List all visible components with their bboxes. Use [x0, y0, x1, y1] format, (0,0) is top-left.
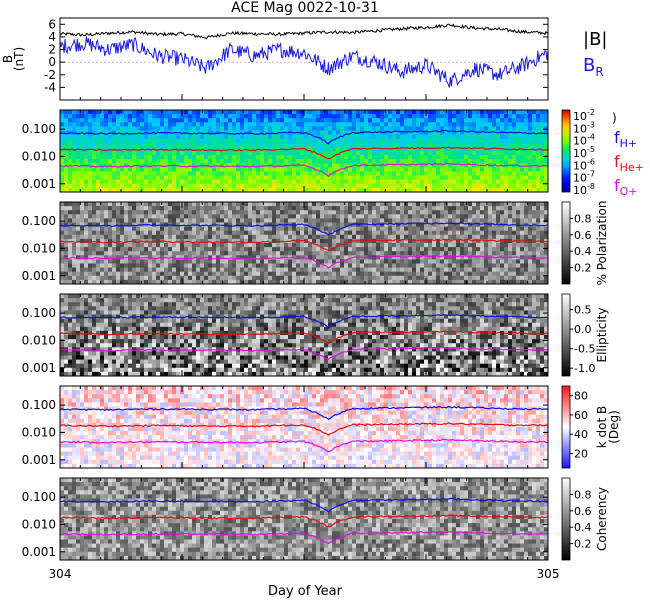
- y-tick-label: 0.100: [22, 306, 56, 320]
- gyro-line-Hplus: [59, 314, 549, 329]
- y-tick-label: -2: [44, 68, 56, 82]
- panel-frame-0: [59, 17, 549, 101]
- y-axis-label: B: [1, 55, 15, 63]
- series-line-br: [59, 36, 549, 88]
- colorbar-2: [561, 201, 571, 285]
- y-tick-label: 0.100: [22, 398, 56, 412]
- legend-bmag: |B|: [583, 29, 607, 50]
- colorbar-tick-label: 80: [574, 390, 588, 403]
- heatmap-panel-5: [59, 478, 549, 561]
- colorbar-tick-label: 0.8: [574, 488, 592, 501]
- colorbar-label: (Deg): [607, 410, 621, 444]
- gyro-line-Heplus: [59, 146, 549, 160]
- gyro-line-Oplus: [59, 254, 549, 269]
- colorbar-tick-label: 10-8: [573, 182, 595, 197]
- colorbar-tick-label: 40: [574, 428, 588, 441]
- y-tick-label: 0.100: [22, 490, 56, 504]
- x-axis-label: Day of Year: [268, 584, 343, 599]
- y-tick-label: 2: [48, 43, 56, 57]
- y-tick-label: 0.010: [22, 149, 56, 163]
- y-tick-label: 0.001: [22, 453, 56, 467]
- colorbar-4: [561, 385, 571, 469]
- y-tick-label: 0.010: [22, 241, 56, 255]
- legend-fo: fO+: [614, 176, 638, 198]
- y-tick-label: 0.010: [22, 333, 56, 347]
- colorbar-tick-label: 0.6: [574, 505, 592, 518]
- x-tick-label: 304: [49, 567, 72, 581]
- legend-fh: fH+: [614, 128, 637, 150]
- gyro-line-Hplus: [59, 497, 549, 513]
- colorbar-tick-label: 0.4: [574, 521, 592, 534]
- colorbar-tick-label: 60: [574, 409, 588, 422]
- colorbar-label: % Polarization: [595, 201, 609, 286]
- y-tick-label: 0.001: [22, 545, 56, 559]
- colorbar-3: [561, 293, 571, 377]
- colorbar-tick-label: -0.5: [574, 343, 595, 356]
- gyro-line-Heplus: [59, 330, 549, 345]
- colorbar-tick-label: 0.2: [574, 538, 592, 551]
- legend-fhe: fHe+: [614, 152, 644, 174]
- y-tick-label: 0.010: [22, 425, 56, 439]
- heatmap-panel-2: [59, 202, 549, 285]
- gyro-line-Hplus: [59, 222, 549, 236]
- y-tick-label: 0.100: [22, 214, 56, 228]
- gyro-line-Oplus: [59, 346, 549, 361]
- colorbar-title: ): [612, 111, 617, 125]
- gyro-line-Hplus: [59, 405, 549, 421]
- colorbar-tick-label: 0.8: [574, 212, 592, 225]
- colorbar-5: [561, 477, 571, 561]
- colorbar-label: k dot B: [595, 406, 609, 448]
- heatmap-panel-3: [59, 294, 549, 377]
- colorbar-tick-label: 0.0: [574, 323, 592, 336]
- series-line-bmag: [59, 23, 549, 40]
- heatmap-panel-4: [59, 386, 549, 469]
- y-tick-label: 4: [48, 30, 56, 44]
- y-axis-label: (nT): [12, 47, 26, 71]
- gyro-line-Heplus: [59, 422, 549, 436]
- colorbar-1: [561, 109, 571, 193]
- y-tick-label: 0.001: [22, 361, 56, 375]
- gyro-line-Oplus: [59, 438, 549, 453]
- y-tick-label: 0.001: [22, 269, 56, 283]
- y-tick-label: 0.010: [22, 517, 56, 531]
- colorbar-tick-label: 20: [574, 448, 588, 461]
- y-tick-label: 0.100: [22, 122, 56, 136]
- gyro-line-Heplus: [59, 514, 549, 528]
- heatmap-panel-1: [59, 110, 549, 193]
- colorbar-tick-label: 0.4: [574, 245, 592, 258]
- colorbar-tick-label: 0.6: [574, 229, 592, 242]
- colorbar-label: Coherency: [595, 487, 609, 551]
- chart-title: ACE Mag 0022-10-31: [231, 0, 379, 16]
- x-tick-label: 305: [537, 567, 560, 581]
- colorbar-tick-label: -1.0: [574, 362, 595, 375]
- y-tick-label: -4: [44, 80, 56, 94]
- legend-br: BR: [583, 55, 604, 79]
- gyro-line-Oplus: [59, 162, 549, 178]
- gyro-line-Oplus: [59, 530, 549, 545]
- gyro-line-Heplus: [59, 238, 549, 252]
- y-tick-label: 0: [48, 55, 56, 69]
- colorbar-tick-label: 0.5: [574, 304, 592, 317]
- colorbar-label: Ellipticity: [595, 308, 609, 363]
- y-tick-label: 6: [48, 17, 56, 31]
- colorbar-tick-label: 0.2: [574, 262, 592, 275]
- gyro-line-Hplus: [60, 129, 549, 145]
- y-tick-label: 0.001: [22, 177, 56, 191]
